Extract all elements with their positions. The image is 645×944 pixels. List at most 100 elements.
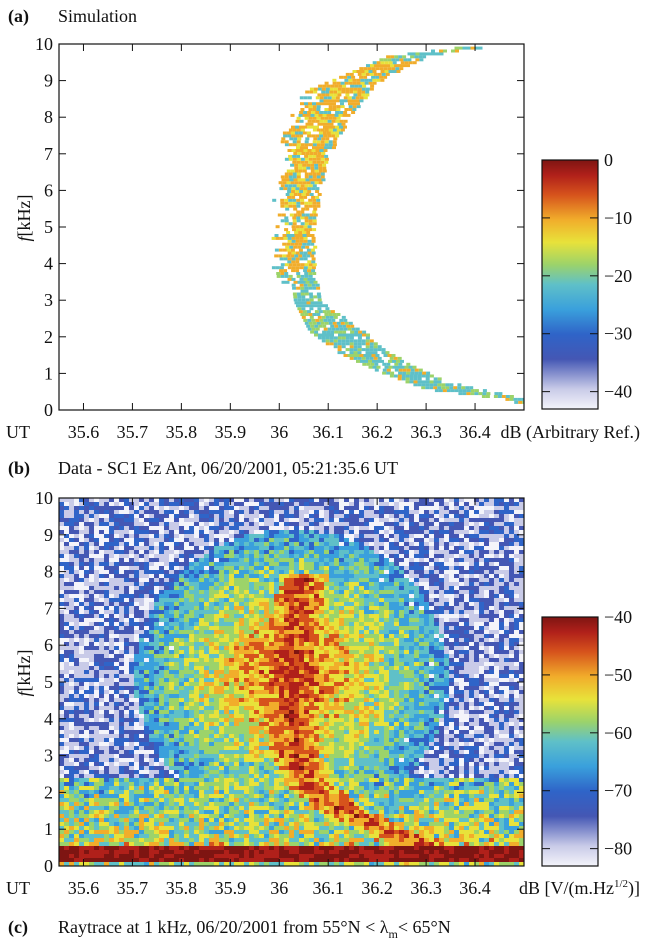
panel-b-heatmap-cell — [504, 582, 509, 586]
panel-b-heatmap-cell — [264, 590, 269, 594]
panel-b-heatmap-cell — [344, 654, 349, 658]
panel-a-heatmap-cell — [317, 137, 322, 141]
panel-b-heatmap-cell — [374, 590, 379, 594]
panel-b-heatmap-cell — [354, 618, 359, 622]
panel-a-heatmap-cell — [355, 327, 360, 331]
panel-b-heatmap-cell — [64, 502, 69, 506]
panel-b-heatmap-cell — [439, 578, 444, 582]
panel-b-heatmap-cell — [494, 606, 499, 610]
panel-b-heatmap-cell — [509, 634, 514, 638]
panel-b-heatmap-cell — [364, 578, 369, 582]
panel-a-heatmap-cell — [326, 131, 331, 135]
panel-b-heatmap-cell — [329, 594, 334, 598]
panel-b-heatmap-cell — [234, 530, 239, 534]
panel-b-heatmap-cell — [344, 514, 349, 518]
panel-b-heatmap-cell — [309, 614, 314, 618]
panel-b-heatmap-cell — [329, 514, 334, 518]
panel-b-heatmap-cell — [79, 638, 84, 642]
panel-b-heatmap-cell — [304, 562, 309, 566]
panel-b-heatmap-cell — [84, 542, 89, 546]
panel-b-heatmap-cell — [114, 654, 119, 658]
panel-a-heatmap-cell — [291, 134, 296, 138]
panel-b-heatmap-cell — [439, 594, 444, 598]
panel-b-heatmap-cell — [209, 498, 214, 502]
panel-b-heatmap-cell — [239, 562, 244, 566]
panel-a-heatmap-cell — [329, 90, 334, 94]
panel-b-heatmap-cell — [389, 626, 394, 630]
panel-b-heatmap-cell — [319, 590, 324, 594]
panel-b-heatmap-cell — [414, 542, 419, 546]
panel-b-heatmap-cell — [229, 582, 234, 586]
panel-b-heatmap-cell — [124, 526, 129, 530]
panel-b-heatmap-cell — [469, 542, 474, 546]
panel-b-heatmap-cell — [464, 530, 469, 534]
panel-a-heatmap-cell — [291, 195, 296, 199]
panel-b-heatmap-cell — [104, 586, 109, 590]
panel-b-heatmap-cell — [484, 622, 489, 626]
panel-b-heatmap-cell — [494, 578, 499, 582]
panel-b-heatmap-cell — [339, 502, 344, 506]
panel-b-heatmap-cell — [479, 502, 484, 506]
panel-b-heatmap-cell — [409, 638, 414, 642]
panel-b-heatmap-cell — [74, 658, 79, 662]
panel-a-heatmap-cell — [497, 395, 502, 398]
panel-b-heatmap-cell — [354, 514, 359, 518]
panel-b-heatmap-cell — [59, 630, 64, 634]
panel-b-heatmap-cell — [174, 594, 179, 598]
panel-a-heatmap-cell — [406, 64, 410, 68]
panel-a-heatmap-cell — [437, 377, 442, 381]
panel-b-heatmap-cell — [449, 574, 454, 578]
panel-b-heatmap-cell — [334, 650, 339, 654]
panel-a-heatmap-cell — [321, 178, 326, 182]
panel-b-heatmap-cell — [474, 582, 479, 586]
panel-b-heatmap-cell — [229, 570, 234, 574]
panel-b-heatmap-cell — [294, 578, 299, 582]
panel-b-heatmap-cell — [389, 630, 394, 634]
panel-b-heatmap-cell — [284, 566, 289, 570]
panel-b-heatmap-cell — [419, 634, 424, 638]
panel-b-heatmap-cell — [144, 498, 149, 502]
panel-a-heatmap-cell — [299, 187, 304, 191]
panel-b-heatmap-cell — [239, 522, 244, 526]
panel-b-heatmap-cell — [229, 534, 234, 538]
panel-a-heatmap-cell — [305, 280, 310, 284]
panel-b-heatmap-cell — [204, 582, 209, 586]
panel-b-heatmap-cell — [519, 578, 524, 582]
panel-b-heatmap-cell — [454, 626, 459, 630]
panel-a-heatmap-cell — [406, 371, 411, 375]
panel-b-heatmap-cell — [199, 602, 204, 606]
panel-b-heatmap-cell — [109, 506, 114, 510]
panel-b-heatmap-cell — [249, 498, 254, 502]
panel-b-heatmap-cell — [429, 626, 434, 630]
panel-b-heatmap-cell — [174, 506, 179, 510]
panel-b-heatmap-cell — [139, 550, 144, 554]
panel-b-heatmap-cell — [164, 646, 169, 650]
panel-b-heatmap-cell — [299, 646, 304, 650]
panel-b-heatmap-cell — [329, 546, 334, 550]
panel-b-heatmap-cell — [424, 514, 429, 518]
panel-b-heatmap-cell — [109, 618, 114, 622]
panel-b-heatmap-cell — [414, 638, 419, 642]
panel-b-heatmap-cell — [239, 578, 244, 582]
panel-b-heatmap-cell — [184, 518, 189, 522]
panel-a-heatmap-cell — [307, 96, 312, 100]
panel-b-heatmap-cell — [264, 530, 269, 534]
panel-b-heatmap-cell — [159, 590, 164, 594]
panel-a-heatmap-cell — [371, 67, 376, 71]
panel-b-heatmap-cell — [414, 514, 419, 518]
panel-b-heatmap-cell — [319, 626, 324, 630]
panel-b-heatmap-cell — [294, 554, 299, 558]
panel-b-heatmap-cell — [464, 646, 469, 650]
panel-b-heatmap-cell — [484, 578, 489, 582]
panel-b-heatmap-cell — [399, 558, 404, 562]
panel-b-heatmap-cell — [159, 586, 164, 590]
panel-b-heatmap-cell — [129, 626, 134, 630]
panel-b-heatmap-cell — [454, 614, 459, 618]
panel-b-heatmap-cell — [289, 642, 294, 646]
panel-b-heatmap-cell — [454, 618, 459, 622]
panel-b-heatmap-cell — [254, 518, 259, 522]
panel-a-heatmap-cell — [305, 207, 310, 211]
panel-b-heatmap-cell — [389, 566, 394, 570]
panel-b-heatmap-cell — [89, 590, 94, 594]
panel-b-heatmap-cell — [64, 506, 69, 510]
